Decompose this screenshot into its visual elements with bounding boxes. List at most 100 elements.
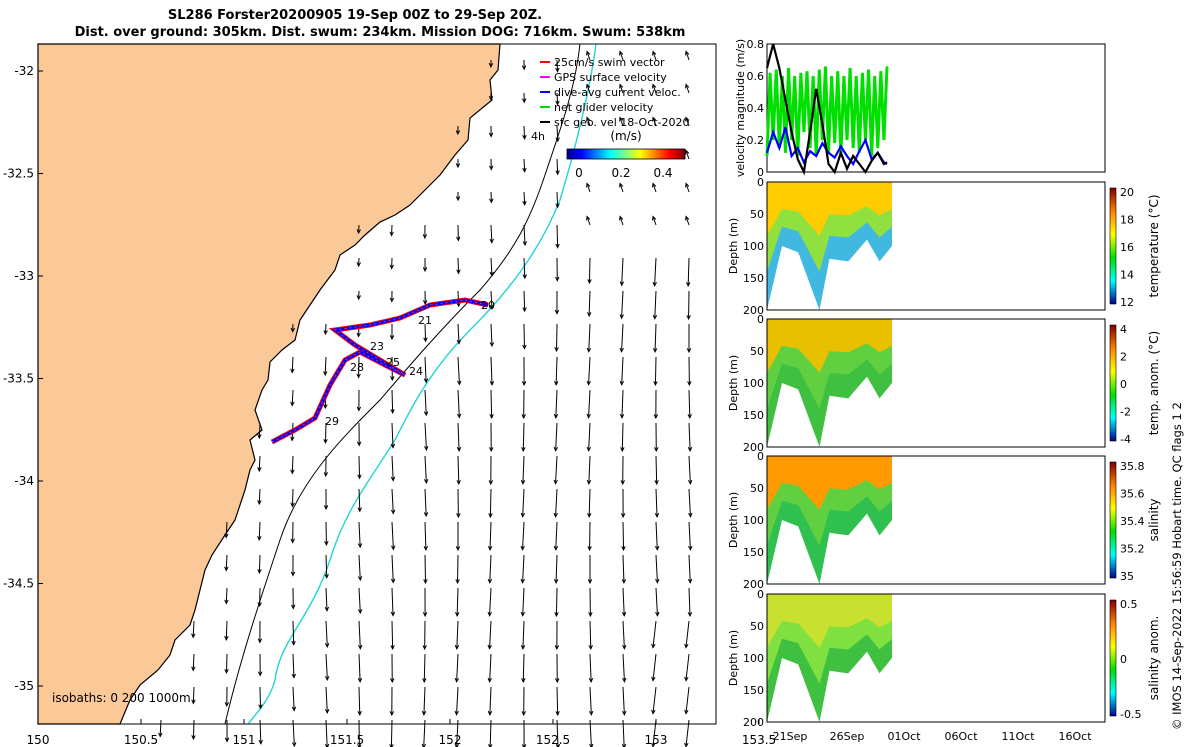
colorbar [1109, 599, 1117, 717]
colorbar [1109, 461, 1117, 579]
isobath-200m [224, 43, 581, 725]
date-tick-label: 16Oct [1058, 730, 1092, 743]
colorbar-tick-label: 2 [1120, 351, 1127, 364]
depth-tick-label: 100 [743, 377, 764, 390]
colorbar-label: temp. anom. (°C) [1147, 331, 1161, 435]
colorbar-tick-label: 0 [575, 166, 583, 180]
track-day-label: 24 [409, 365, 423, 378]
depth-tick-label: 150 [743, 409, 764, 422]
track-day-label: 25 [386, 356, 400, 369]
map-frame [37, 43, 717, 725]
colorbar-tick-label: 0.4 [653, 166, 672, 180]
colorbar-tick-label: 4 [1120, 323, 1127, 336]
colorbar-tick-label: 16 [1120, 241, 1134, 254]
depth-tick-label: 50 [750, 482, 764, 495]
map-xtick-label: 153 [645, 733, 668, 747]
glider-track [270, 297, 489, 445]
colorbar [1109, 187, 1117, 305]
geo-velocity-vectors [158, 50, 693, 747]
velocity-panel [765, 43, 1106, 176]
map-xtick-label: 151.5 [330, 733, 364, 747]
legend-label: dive-avg current veloc. [554, 86, 681, 99]
colorbar-tick-label: 35.2 [1120, 543, 1145, 556]
map-xtick-label: 150 [27, 733, 50, 747]
speed-colorbar [566, 148, 686, 160]
colorbar-tick-label: 0.2 [611, 166, 630, 180]
isobath-1000m [247, 43, 597, 725]
map-ytick-label: -34 [14, 474, 34, 488]
heatmap-panel [766, 181, 1117, 311]
depth-tick-label: 200 [743, 304, 764, 317]
track-day-label: 21 [418, 314, 432, 327]
section-top-layer [767, 456, 892, 510]
colorbar-tick-label: 14 [1120, 269, 1134, 282]
colorbar-tick-label: 35.4 [1120, 515, 1145, 528]
depth-tick-label: 200 [743, 578, 764, 591]
depth-tick-label: 150 [743, 546, 764, 559]
chart-title-line1: SL286 Forster20200905 19-Sep 00Z to 29-S… [167, 8, 543, 23]
map-ytick-label: -35 [14, 679, 34, 693]
depth-tick-label: 50 [750, 620, 764, 633]
date-tick-label: 01Oct [887, 730, 921, 743]
heatmap-panel [766, 455, 1117, 585]
velocity-ytick-label: 0.4 [747, 102, 765, 115]
map-ytick-label: -32.5 [3, 167, 34, 181]
colorbar-tick-label: 18 [1120, 214, 1134, 227]
depth-tick-label: 100 [743, 652, 764, 665]
depth-tick-label: 50 [750, 208, 764, 221]
map-ytick-label: -33 [14, 269, 34, 283]
heatmap-panel [766, 318, 1117, 448]
date-tick-label: 21Sep [773, 730, 808, 743]
depth-tick-label: 150 [743, 684, 764, 697]
velocity-series [765, 126, 888, 167]
map-ytick-label: -34.5 [3, 577, 34, 591]
depth-axis-label: Depth (m) [727, 218, 740, 274]
colorbar-title: (m/s) [610, 129, 641, 143]
track-day-label: 29 [325, 415, 339, 428]
landmass [37, 43, 501, 725]
colorbar-tick-label: -4 [1120, 433, 1131, 446]
date-tick-label: 06Oct [944, 730, 978, 743]
colorbar-tick-label: 20 [1120, 186, 1134, 199]
colorbar-tick-label: 35 [1120, 570, 1134, 583]
colorbar-tick-label: -2 [1120, 406, 1131, 419]
section-top-layer [767, 319, 892, 373]
date-tick-label: 11Oct [1001, 730, 1035, 743]
depth-tick-label: 0 [757, 588, 764, 601]
velocity-series [765, 43, 888, 176]
depth-axis-label: Depth (m) [727, 630, 740, 686]
depth-tick-label: 150 [743, 272, 764, 285]
footer-credit: © IMOS 14-Sep-2022 15:56:59 Hobart time.… [1170, 402, 1184, 730]
colorbar-label: salinity [1147, 498, 1161, 541]
track-day-label: 20 [481, 299, 495, 312]
legend-label: 25cm/s swim vector [554, 56, 665, 69]
map-ytick-label: -33.5 [3, 372, 34, 386]
map-xtick-label: 150.5 [124, 733, 158, 747]
velocity-ytick-label: 0.2 [747, 134, 765, 147]
velocity-ytick-label: 0.6 [747, 70, 765, 83]
colorbar-tick-label: 0 [1120, 378, 1127, 391]
map-xtick-label: 152.5 [536, 733, 570, 747]
isobaths-label: isobaths: 0 200 1000m [52, 691, 191, 705]
colorbar-tick-label: 35.8 [1120, 460, 1145, 473]
velocity-ylabel: velocity magnitude (m/s) [734, 39, 747, 177]
depth-tick-label: 0 [757, 450, 764, 463]
colorbar-label: temperature (°C) [1147, 195, 1161, 298]
date-tick-label: 26Sep [830, 730, 865, 743]
map-xtick-label: 153.5 [742, 733, 776, 747]
section-top-layer [767, 182, 892, 236]
depth-tick-label: 0 [757, 176, 764, 189]
legend-label: sfc geo. vel 18-Oct-2020 [554, 116, 690, 129]
depth-axis-label: Depth (m) [727, 355, 740, 411]
colorbar-tick-label: -0.5 [1120, 708, 1141, 721]
colorbar-label: salinity anom. [1147, 616, 1161, 701]
depth-tick-label: 200 [743, 716, 764, 729]
depth-tick-label: 50 [750, 345, 764, 358]
map-xtick-label: 151 [233, 733, 256, 747]
section-top-layer [767, 594, 892, 648]
velocity-ytick-label: 0.8 [747, 38, 765, 51]
depth-tick-label: 200 [743, 441, 764, 454]
legend-label: net glider velocity [554, 101, 654, 114]
depth-tick-label: 0 [757, 313, 764, 326]
